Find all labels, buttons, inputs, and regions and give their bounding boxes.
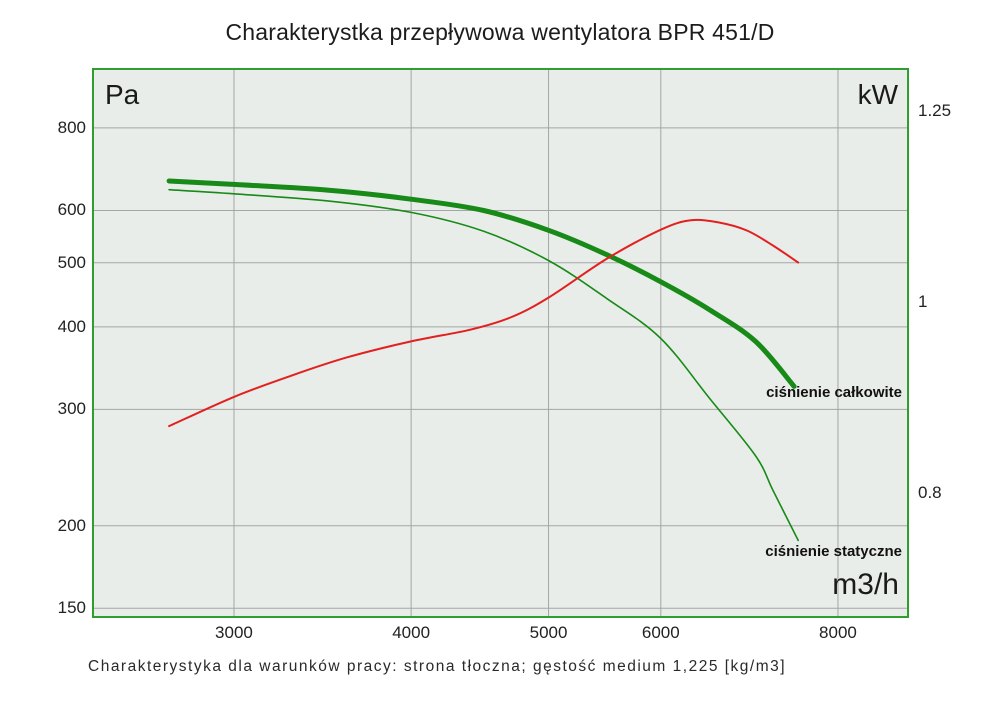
right-axis-unit-label: kW: [857, 79, 898, 110]
y-right-tick-1: 1: [918, 291, 928, 311]
static-pressure-curve-label: ciśnienie statyczne: [765, 543, 902, 560]
x-tick-5000: 5000: [529, 623, 568, 642]
y-left-tick-600: 600: [57, 200, 86, 220]
x-tick-6000: 6000: [641, 623, 680, 642]
y-right-tick-0.8: 0.8: [918, 483, 942, 503]
y-left-tick-200: 200: [57, 515, 86, 535]
chart-caption: Charakterystyka dla warunków pracy: stro…: [88, 658, 787, 675]
y-right-tick-1.25: 1.25: [918, 100, 952, 120]
x-axis-unit-label: m3/h: [832, 568, 899, 601]
plot-canvas: [94, 70, 907, 616]
x-tick-8000: 8000: [819, 623, 857, 642]
curve-cisnienie-statyczne: [168, 188, 799, 542]
y-left-tick-800: 800: [57, 117, 86, 137]
y-left-tick-300: 300: [57, 399, 86, 419]
y-left-tick-500: 500: [57, 252, 86, 272]
chart-title: Charakterystka przepływowa wentylatora B…: [225, 19, 775, 45]
total-pressure-curve-label: ciśnienie całkowite: [766, 384, 902, 401]
x-tick-3000: 3000: [215, 623, 253, 642]
curve-moc-kw: [168, 218, 800, 428]
left-axis-unit-label: Pa: [105, 79, 140, 110]
y-left-tick-400: 400: [57, 316, 86, 336]
plot-area: Pa kW m3/h ciśnienie całkowite ciśnienie…: [92, 68, 909, 618]
x-tick-4000: 4000: [392, 623, 431, 642]
y-left-tick-150: 150: [57, 598, 86, 618]
curve-cisnienie-calkowite: [166, 178, 797, 389]
